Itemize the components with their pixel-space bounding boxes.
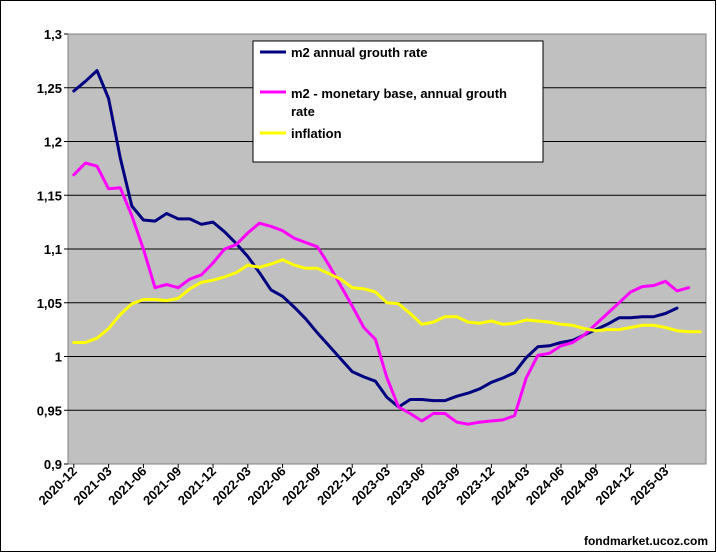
y-tick-label: 1,25 [37,81,62,96]
y-tick-label: 0,9 [44,457,62,472]
y-axis-ticks: 0,9 0,95 1 1,05 1,1 1,15 1,2 1,25 1,3 [37,27,68,472]
y-tick-label: 1,1 [44,242,62,257]
legend: m2 annual grouth rate m2 - monetary base… [252,40,544,163]
line-m2-monetary-base [72,161,691,426]
legend-label-line-2: rate [291,104,315,119]
y-tick-label: 1,3 [44,27,62,42]
line-inflation [72,258,702,344]
y-tick-label: 1,2 [44,135,62,150]
watermark-text: fondmarket.ucoz.com [584,534,708,548]
legend-label-line-1: m2 - monetary base, annual grouth [291,86,507,101]
y-tick-label: 1 [55,350,62,365]
y-tick-label: 1,15 [37,188,62,203]
legend-label-m2: m2 annual grouth rate [291,45,428,60]
y-tick-label: 0,95 [37,403,62,418]
y-tick-label: 1,05 [37,296,62,311]
legend-box [252,40,544,163]
legend-label-inflation: inflation [291,126,342,141]
series-lines [72,69,702,426]
legend-label-m2-monetary-base: m2 - monetary base, annual grouth rate [291,86,511,119]
